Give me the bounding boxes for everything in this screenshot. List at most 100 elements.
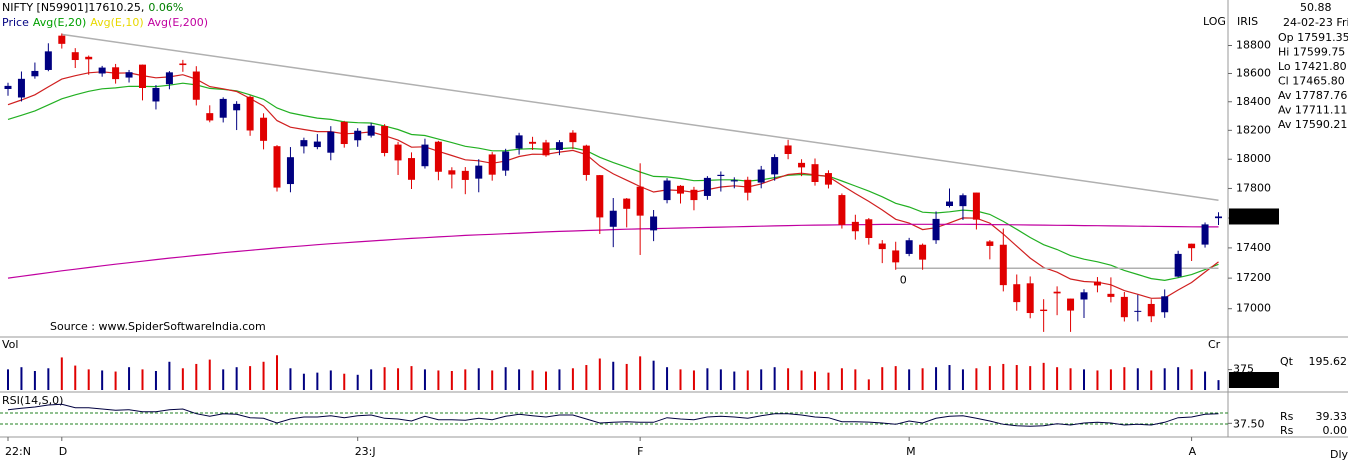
candle-body bbox=[744, 179, 752, 193]
candle-body bbox=[502, 151, 510, 171]
volume-bar bbox=[921, 368, 924, 390]
candle-body bbox=[609, 210, 617, 227]
pane-corner: Cr bbox=[1208, 338, 1221, 351]
candle-body bbox=[946, 201, 953, 206]
candle-body bbox=[529, 141, 537, 144]
candle-body bbox=[1040, 309, 1048, 312]
volume-bar bbox=[47, 368, 50, 390]
volume-bar bbox=[840, 368, 843, 390]
candle-body bbox=[192, 71, 200, 100]
candle-body bbox=[596, 175, 604, 218]
last-volume-tag bbox=[1229, 372, 1279, 388]
candle-body bbox=[730, 180, 738, 182]
candle-body bbox=[381, 126, 389, 153]
volume-bar bbox=[625, 363, 628, 390]
volume-bar bbox=[531, 370, 534, 390]
candle-body bbox=[17, 78, 25, 98]
volume-bar bbox=[397, 368, 400, 390]
volume-bar bbox=[289, 368, 292, 390]
candle-body bbox=[784, 145, 792, 155]
volume-bar bbox=[598, 358, 601, 390]
volume-bar bbox=[935, 367, 938, 390]
volume-bar bbox=[881, 367, 884, 390]
candle-body bbox=[354, 130, 362, 141]
candle-body bbox=[569, 132, 577, 143]
volume-bar bbox=[181, 368, 184, 390]
level-label: 0 bbox=[900, 273, 907, 286]
candle-body bbox=[811, 164, 819, 182]
volume-bar bbox=[612, 361, 615, 390]
info-date: 24-02-23 Fri bbox=[1283, 16, 1348, 29]
candle-body bbox=[515, 135, 523, 149]
volume-bar bbox=[141, 369, 144, 390]
candle-body bbox=[286, 157, 294, 185]
volume-bar bbox=[1163, 368, 1166, 390]
volume-bar bbox=[195, 363, 198, 390]
volume-bar bbox=[1029, 366, 1032, 390]
volume-bar bbox=[814, 371, 816, 390]
volume-bar bbox=[222, 369, 225, 390]
volume-bar bbox=[988, 366, 991, 390]
candle-body bbox=[650, 216, 658, 231]
volume-bar bbox=[894, 366, 897, 390]
volume-bar bbox=[262, 361, 265, 390]
candle-body bbox=[31, 70, 39, 77]
volume-bar bbox=[114, 371, 117, 390]
pane-title: RSI(14,S,0) bbox=[2, 394, 63, 407]
volume-bar bbox=[1150, 370, 1153, 390]
volume-bar bbox=[666, 367, 669, 390]
volume-bar bbox=[1042, 362, 1045, 390]
candle-body bbox=[757, 169, 765, 183]
candle-body bbox=[1026, 283, 1034, 314]
candle-body bbox=[582, 145, 590, 175]
last-price-label: 17610.2 bbox=[1233, 209, 1279, 222]
volume-bar bbox=[1069, 368, 1072, 390]
volume-bar bbox=[302, 373, 305, 390]
scale-label: LOG bbox=[1203, 15, 1226, 28]
y-tick-label: 18600 bbox=[1236, 66, 1271, 79]
candle-body bbox=[542, 142, 550, 156]
last-price-tag bbox=[1229, 208, 1279, 225]
volume-bar bbox=[7, 369, 9, 390]
trendline bbox=[61, 33, 1219, 201]
candle-body bbox=[919, 244, 927, 260]
volume-bar bbox=[1096, 370, 1099, 390]
info-row: Op 17591.35 bbox=[1278, 31, 1348, 44]
volume-bar bbox=[370, 369, 373, 390]
volume-bar bbox=[975, 368, 978, 390]
candle-body bbox=[824, 173, 832, 185]
volume-bar bbox=[464, 369, 467, 390]
volume-bar bbox=[128, 367, 131, 390]
info-row: Av 17787.76 bbox=[1278, 89, 1347, 102]
candle-body bbox=[878, 243, 886, 250]
volume-bar bbox=[867, 379, 870, 390]
volume-bar bbox=[329, 370, 332, 390]
volume-bar bbox=[1002, 363, 1005, 390]
volume-bar bbox=[383, 367, 386, 390]
candle-body bbox=[421, 144, 429, 167]
info-top: 50.88 bbox=[1300, 1, 1332, 14]
volume-bar bbox=[410, 366, 413, 390]
volume-bar bbox=[639, 356, 642, 390]
candle-body bbox=[865, 219, 873, 239]
candle-body bbox=[313, 141, 321, 148]
volume-bar bbox=[746, 370, 749, 390]
volume-bar bbox=[1123, 367, 1126, 390]
y-tick-label: 18400 bbox=[1236, 95, 1271, 108]
candle-body bbox=[98, 67, 106, 74]
candle-body bbox=[892, 250, 900, 263]
candle-body bbox=[1053, 291, 1061, 294]
candle-body bbox=[636, 186, 644, 216]
volume-bar bbox=[235, 367, 238, 390]
candle-body bbox=[1134, 310, 1142, 312]
y-tick-label: 37.50 bbox=[1233, 417, 1265, 430]
volume-bar bbox=[477, 368, 480, 390]
ma-line bbox=[7, 71, 1219, 299]
legend-entry: Avg(E,200) bbox=[148, 16, 208, 29]
volume-bar bbox=[679, 369, 682, 390]
source: Source : www.SpiderSoftwareIndia.com bbox=[50, 320, 266, 333]
volume-bar bbox=[74, 365, 77, 390]
candle-body bbox=[44, 51, 52, 70]
